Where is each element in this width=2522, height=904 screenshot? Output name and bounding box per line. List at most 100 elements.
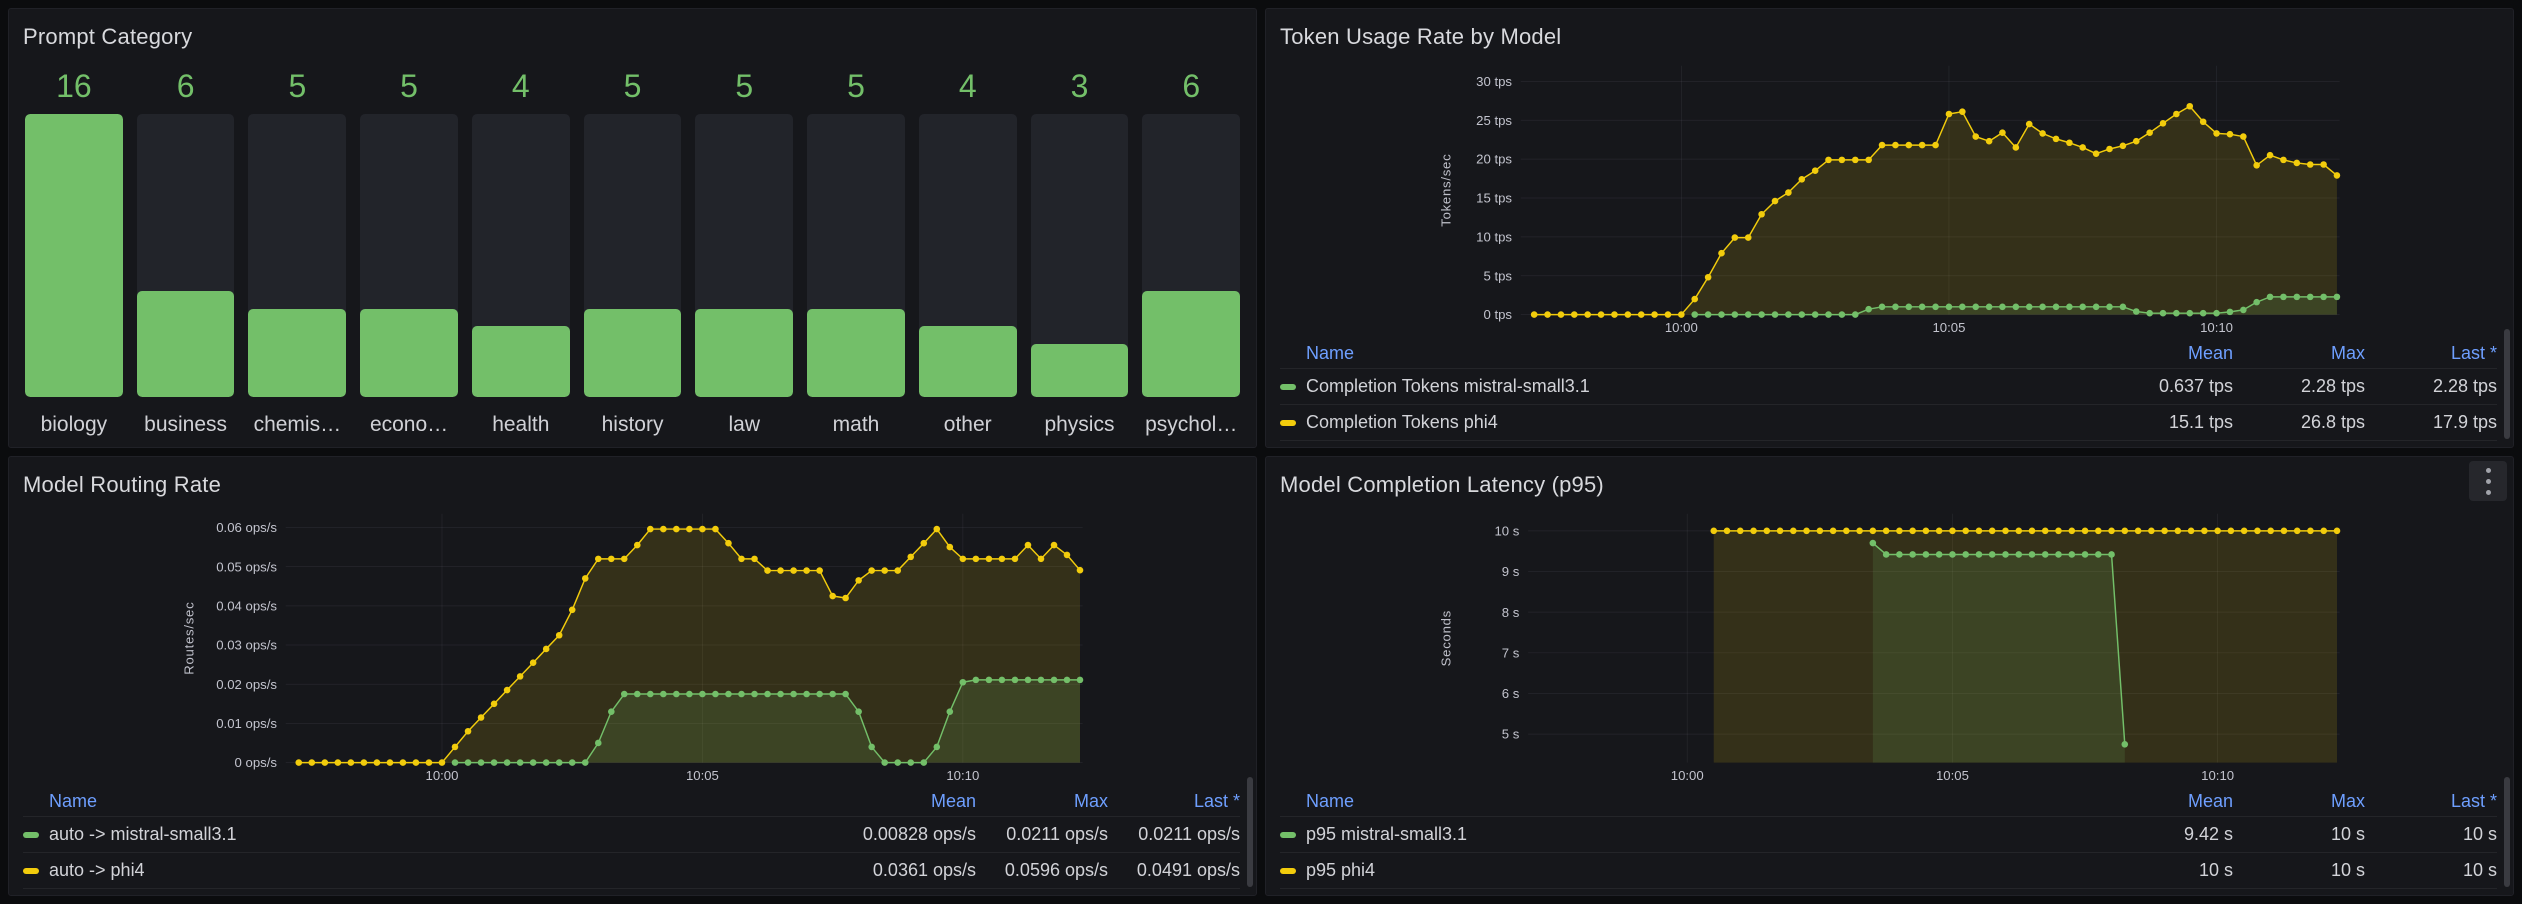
y-axis-label: Tokens/sec xyxy=(1439,154,1454,227)
series-point xyxy=(1856,527,1863,535)
bar-column: 16 biology xyxy=(25,68,123,437)
legend-series-name[interactable]: auto -> phi4 xyxy=(23,860,844,881)
legend-header-name[interactable]: Name xyxy=(49,790,98,811)
series-point xyxy=(1678,311,1685,318)
series-point xyxy=(516,673,524,680)
series-point xyxy=(1771,311,1779,318)
series-point xyxy=(1909,551,1916,558)
series-point xyxy=(2240,527,2248,535)
series-point xyxy=(829,690,836,698)
y-tick-label: 20 tps xyxy=(1476,152,1512,167)
legend-series-name[interactable]: p95 mistral-small3.1 xyxy=(1280,824,2101,845)
legend-header-mean[interactable]: Mean xyxy=(2187,342,2233,363)
series-point xyxy=(2266,293,2274,301)
legend-series-row: Completion Tokens phi4 15.1 tps 26.8 tps 17… xyxy=(1280,404,2497,441)
y-tick-label: 25 tps xyxy=(1476,113,1512,128)
legend-header-mean[interactable]: Mean xyxy=(930,790,976,811)
bar-value-label: 6 xyxy=(1182,68,1201,104)
legend-scrollbar[interactable] xyxy=(2504,329,2510,439)
series-point xyxy=(816,690,823,698)
series-point xyxy=(2028,527,2036,535)
bar-value-label: 4 xyxy=(511,68,530,104)
series-point xyxy=(1758,311,1765,318)
bar-track xyxy=(25,114,123,397)
series-point xyxy=(738,555,745,563)
timeseries-svg: 0 tps 5 tps 10 tps 15 tps 20 tps 25 tps 30 tps… xyxy=(1439,65,2341,335)
x-tick-label: 10:00 xyxy=(426,768,459,783)
series-point xyxy=(1869,539,1877,547)
legend-header-last[interactable]: Last * xyxy=(1193,790,1240,811)
series-point xyxy=(2226,130,2234,138)
timeseries-chart[interactable]: 0 ops/s 0.01 ops/s 0.02 ops/s 0.03 ops/s 0.0… xyxy=(9,505,1254,786)
bar-column: 3 physics xyxy=(1030,68,1129,437)
legend-stat-mean: 9.42 s xyxy=(2183,824,2233,844)
series-point xyxy=(2068,527,2076,535)
legend-series-name[interactable]: Completion Tokens mistral-small3.1 xyxy=(1280,376,2101,397)
series-point xyxy=(1882,527,1890,535)
series-point xyxy=(542,645,550,653)
series-point xyxy=(2227,527,2235,535)
series-point xyxy=(699,690,706,698)
panel-title[interactable]: Model Completion Latency (p95) xyxy=(1280,472,1604,497)
bar-track xyxy=(695,114,794,397)
legend-header-max[interactable]: Max xyxy=(2330,790,2365,811)
timeseries-chart[interactable]: 5 s 6 s 7 s 8 s 9 s 10 s 10:00 10:05 10:10 Second… xyxy=(1266,505,2511,786)
series-point xyxy=(2066,139,2073,147)
series-point xyxy=(1798,311,1806,318)
panel-title[interactable]: Token Usage Rate by Model xyxy=(1280,24,1562,49)
legend-stat-last: 0.0211 ops/s xyxy=(1138,824,1240,844)
panel-menu-button[interactable] xyxy=(2469,461,2507,501)
series-point xyxy=(1744,234,1752,241)
series-point xyxy=(842,690,849,698)
series-point xyxy=(1892,303,1899,311)
bar-column: 6 psychol… xyxy=(1142,68,1241,437)
series-point xyxy=(2134,527,2142,535)
series-point xyxy=(2333,527,2341,535)
series-point xyxy=(1945,110,1953,118)
legend-series-name[interactable]: Completion Tokens phi4 xyxy=(1280,412,2101,433)
series-point xyxy=(2002,527,2009,535)
legend-scrollbar[interactable] xyxy=(2504,777,2510,887)
legend-scrollbar[interactable] xyxy=(1247,777,1253,887)
series-point xyxy=(2015,527,2023,535)
series-point xyxy=(985,676,993,684)
legend-series-row: auto -> mistral-small3.1 0.00828 ops/s 0.0… xyxy=(23,816,1240,852)
legend-series-label: auto -> mistral-small3.1 xyxy=(49,824,237,844)
series-point xyxy=(464,727,472,735)
legend-stat-max: 10 s xyxy=(2330,860,2365,880)
series-point xyxy=(1024,541,1032,549)
series-point xyxy=(2028,551,2036,558)
series-point xyxy=(777,690,784,698)
legend-header-name[interactable]: Name xyxy=(1306,342,1355,363)
bar-column: 6 business xyxy=(136,68,235,437)
series-point xyxy=(894,759,902,766)
series-point xyxy=(1790,527,1797,535)
legend-header-max[interactable]: Max xyxy=(2330,342,2365,363)
series-point xyxy=(2081,527,2089,535)
series-point xyxy=(2333,293,2341,301)
panel-title[interactable]: Prompt Category xyxy=(23,24,193,49)
series-point xyxy=(1731,311,1739,318)
series-point xyxy=(1882,551,1890,558)
bar-category-label: chemis… xyxy=(253,413,342,436)
bar-fill xyxy=(25,114,123,397)
legend-header-last[interactable]: Last * xyxy=(2450,342,2497,363)
legend-header-mean[interactable]: Mean xyxy=(2187,790,2233,811)
legend-header-last[interactable]: Last * xyxy=(2450,790,2497,811)
series-point xyxy=(868,567,875,574)
series-point xyxy=(2213,130,2220,137)
panel-title[interactable]: Model Routing Rate xyxy=(23,472,222,497)
series-point xyxy=(2280,527,2288,535)
legend-series-name[interactable]: auto -> mistral-small3.1 xyxy=(23,824,844,845)
legend-series-name[interactable]: p95 phi4 xyxy=(1280,860,2101,881)
timeseries-chart[interactable]: 0 tps 5 tps 10 tps 15 tps 20 tps 25 tps 30 tps… xyxy=(1266,57,2511,338)
series-point xyxy=(2306,293,2314,301)
series-point xyxy=(451,759,459,766)
series-point xyxy=(477,714,485,721)
series-point xyxy=(594,555,602,563)
legend-header-name[interactable]: Name xyxy=(1306,790,1355,811)
legend-header-max[interactable]: Max xyxy=(1073,790,1108,811)
series-point xyxy=(751,555,758,563)
bar-column: 5 history xyxy=(583,68,682,437)
series-point xyxy=(1829,527,1837,535)
